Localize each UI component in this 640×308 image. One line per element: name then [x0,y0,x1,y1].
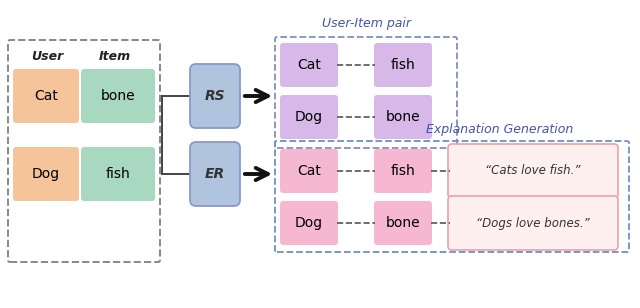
Text: Item: Item [99,50,131,63]
Text: “Cats love fish.”: “Cats love fish.” [485,164,580,177]
Text: fish: fish [390,58,415,72]
Text: bone: bone [100,89,135,103]
Text: Cat: Cat [34,89,58,103]
FancyBboxPatch shape [280,95,338,139]
Text: fish: fish [106,167,131,181]
Text: User-Item pair: User-Item pair [321,18,410,30]
Text: bone: bone [386,216,420,230]
FancyBboxPatch shape [280,149,338,193]
Text: fish: fish [390,164,415,178]
Text: “Dogs love bones.”: “Dogs love bones.” [476,217,590,229]
Text: RS: RS [205,89,225,103]
FancyBboxPatch shape [190,64,240,128]
Text: Explanation Generation: Explanation Generation [426,124,573,136]
Text: Dog: Dog [295,216,323,230]
Text: ER: ER [205,167,225,181]
Text: Dog: Dog [32,167,60,181]
FancyBboxPatch shape [374,43,432,87]
Text: Cat: Cat [297,58,321,72]
FancyBboxPatch shape [81,69,155,123]
Text: bone: bone [386,110,420,124]
FancyBboxPatch shape [81,147,155,201]
Text: User: User [31,50,63,63]
Text: Dog: Dog [295,110,323,124]
FancyBboxPatch shape [374,201,432,245]
FancyBboxPatch shape [280,201,338,245]
FancyBboxPatch shape [448,196,618,250]
FancyBboxPatch shape [448,144,618,198]
FancyBboxPatch shape [374,95,432,139]
FancyBboxPatch shape [374,149,432,193]
FancyBboxPatch shape [280,43,338,87]
FancyBboxPatch shape [13,147,79,201]
Text: Cat: Cat [297,164,321,178]
FancyBboxPatch shape [190,142,240,206]
FancyBboxPatch shape [13,69,79,123]
